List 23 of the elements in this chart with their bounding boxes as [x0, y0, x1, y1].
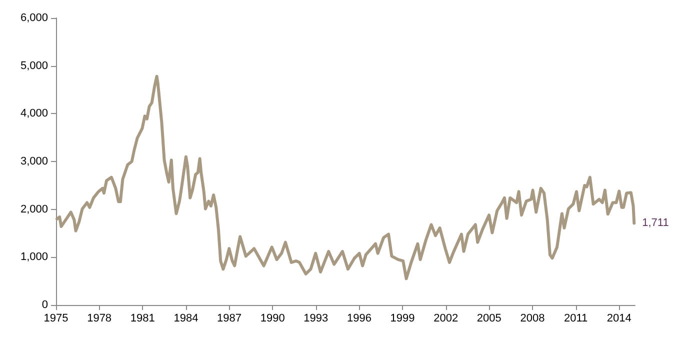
y-tick-label: 2,000 [20, 203, 48, 216]
y-tick-label: 6,000 [20, 12, 48, 24]
x-tick-label: 2008 [520, 312, 545, 324]
y-tick-label: 1,000 [20, 251, 48, 264]
x-tick-label: 1978 [87, 312, 112, 324]
y-tick-label: 4,000 [20, 108, 48, 120]
x-tick-label: 2014 [606, 312, 632, 324]
x-tick-label: 1993 [304, 312, 328, 324]
x-tick-label: 2002 [434, 312, 458, 324]
x-tick-label: 1990 [260, 312, 285, 324]
x-tick-label: 1981 [130, 312, 155, 324]
line-series [56, 74, 636, 280]
x-tick-label: 2005 [476, 312, 502, 324]
annotation: 1,711 [642, 217, 669, 230]
x-tick-label: 1996 [346, 312, 372, 324]
y-tick-label: 0 [42, 299, 48, 311]
x-tick-label: 2011 [564, 312, 588, 324]
x-tick-label: 1984 [174, 312, 198, 324]
x-tick-label: 1975 [44, 312, 68, 324]
y-tick-label: 5,000 [20, 60, 48, 72]
y-tick-label: 3,000 [20, 156, 48, 168]
x-tick-label: 1987 [217, 312, 242, 324]
x-tick-label: 1999 [390, 312, 415, 324]
